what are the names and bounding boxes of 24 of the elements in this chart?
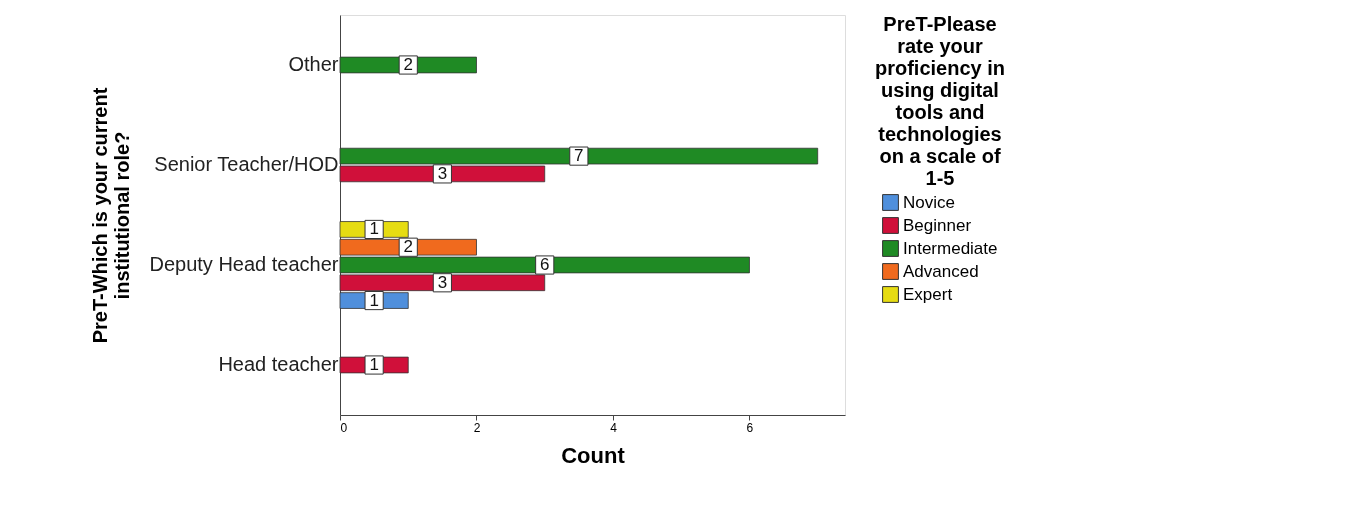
x-tick-label: 2 — [473, 420, 481, 435]
y-tick-label: Deputy Head teacher — [149, 253, 339, 275]
data-label: 1 — [369, 290, 379, 310]
x-tick-label: 6 — [746, 420, 754, 435]
y-axis-title: PreT-Which is your current institutional role? — [89, 87, 134, 344]
y-tick-label: Senior Teacher/HOD — [154, 153, 339, 175]
data-label: 3 — [437, 163, 448, 183]
x-tick-label: 4 — [610, 420, 618, 435]
x-axis-title: Count — [561, 442, 626, 468]
legend-title: PreT-Please rate your proficiency in using digital tools and technologies on a scale of 1-5 — [874, 13, 1006, 189]
data-label: 1 — [369, 355, 379, 374]
data-label: 7 — [574, 146, 584, 166]
data-label: 2 — [403, 237, 413, 257]
data-label: 6 — [540, 255, 550, 274]
legend-label: Advanced — [903, 261, 979, 281]
x-tick-label: 0 — [340, 420, 348, 435]
legend-label: Expert — [903, 284, 953, 304]
data-label: 1 — [369, 219, 379, 239]
y-tick-label: Head teacher — [218, 353, 339, 375]
data-label: 3 — [437, 272, 448, 292]
legend-label: Novice — [903, 192, 955, 212]
y-tick-label: Other — [288, 53, 339, 75]
legend-label: Intermediate — [903, 238, 998, 258]
legend-label: Beginner — [903, 215, 972, 235]
